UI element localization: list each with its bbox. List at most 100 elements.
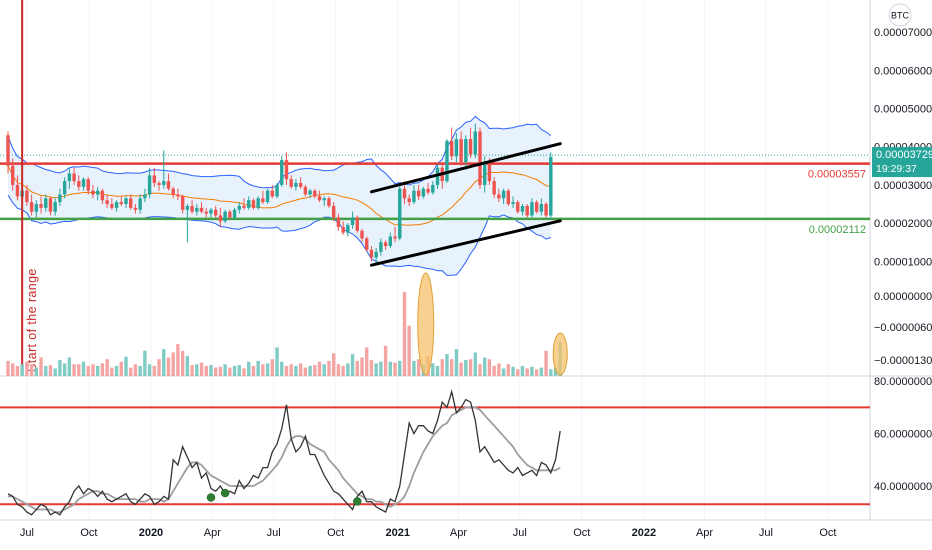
rsi-axis-tick: 40.00000000 — [874, 481, 932, 493]
volume-highlight-ellipse[interactable] — [552, 332, 568, 376]
volume-bar — [327, 360, 331, 376]
candle — [190, 200, 194, 214]
candle-body — [138, 198, 142, 210]
candle — [204, 207, 208, 218]
volume-bar — [171, 352, 175, 376]
candle — [232, 207, 237, 220]
candle — [39, 196, 43, 214]
candle — [171, 186, 175, 199]
candle-body — [284, 160, 289, 180]
candle — [147, 167, 152, 199]
price-axis-tick: 0.00007000 — [874, 27, 932, 39]
candle-body — [223, 211, 227, 222]
candle — [124, 196, 128, 208]
volume-bar — [322, 364, 326, 376]
volume-bar — [119, 361, 123, 376]
trend-channel-upper-line[interactable] — [369, 142, 562, 194]
candle-body — [416, 190, 421, 197]
bollinger-lower-band — [7, 194, 551, 276]
rsi-axis-tick: 80.00000000 — [874, 376, 932, 388]
candle — [58, 188, 62, 206]
volume-bar — [228, 367, 232, 376]
candle-body — [81, 179, 86, 187]
candle-body — [166, 181, 171, 189]
volume-highlight-ellipse[interactable] — [417, 272, 435, 376]
volume-bar — [15, 365, 20, 376]
trend-channel-lower-line[interactable] — [369, 219, 562, 267]
volume-bar — [487, 359, 492, 376]
candle-body — [454, 139, 459, 157]
candle-body — [95, 190, 100, 195]
volume-bar — [81, 361, 86, 376]
candle — [195, 204, 199, 216]
volume-bar — [62, 363, 67, 376]
candle-body — [29, 202, 34, 212]
candle — [327, 196, 331, 208]
volume-bar — [223, 364, 227, 376]
volume-bar — [91, 364, 95, 376]
price-axis-tick: 0.00001000 — [874, 256, 932, 268]
volume-bar — [162, 349, 166, 376]
candle-body — [520, 205, 525, 212]
candle-body — [147, 175, 152, 195]
candle-body — [506, 190, 511, 205]
candle — [525, 204, 529, 218]
candle-body — [483, 163, 487, 185]
volume-bar — [58, 360, 62, 376]
volume-bar — [133, 364, 138, 376]
candle — [284, 152, 289, 185]
candle-body — [289, 179, 293, 187]
candle-body — [341, 226, 345, 233]
volume-bar — [516, 369, 520, 376]
candle-body — [388, 236, 393, 247]
candle-body — [247, 200, 251, 208]
volume-bar — [492, 365, 496, 376]
volume-bar — [176, 344, 180, 376]
volume-bar — [412, 360, 416, 376]
volume-bar — [506, 364, 511, 376]
candle — [317, 190, 322, 203]
candle — [62, 177, 67, 199]
candle — [280, 156, 284, 187]
candle-body — [110, 204, 114, 208]
candle — [265, 188, 270, 205]
candle-body — [204, 211, 208, 214]
bar-countdown-label: 19:29:37 — [876, 163, 917, 175]
volume-bar — [459, 362, 463, 376]
volume-bar — [501, 368, 506, 376]
time-axis-label: Jul — [513, 527, 527, 539]
candle-body — [232, 209, 237, 218]
candle-body — [487, 163, 492, 182]
candle-body — [525, 205, 529, 216]
candle-body — [119, 202, 123, 205]
candle-body — [58, 194, 62, 203]
bollinger-band-fill — [8, 116, 551, 276]
candle-body — [365, 238, 369, 250]
candle — [511, 196, 515, 208]
candle — [251, 198, 256, 210]
volume-bar — [539, 367, 544, 376]
volume-bar — [105, 359, 109, 376]
candle-body — [67, 173, 72, 182]
candle — [355, 215, 359, 233]
volume-bar — [95, 365, 100, 376]
candle-body — [549, 157, 553, 216]
candle — [539, 198, 544, 216]
candle — [492, 177, 496, 199]
candle — [218, 207, 223, 227]
volume-bar — [478, 364, 482, 376]
candle — [313, 188, 317, 199]
candle-body — [501, 190, 506, 199]
volume-bar — [331, 353, 336, 376]
candle-body — [516, 202, 520, 212]
candle-body — [228, 211, 232, 218]
candle-body — [360, 230, 364, 239]
candle-body — [478, 131, 482, 185]
volume-bar — [204, 365, 208, 376]
volume-bar — [11, 363, 15, 376]
candle-body — [256, 198, 260, 208]
volume-bar — [195, 364, 199, 376]
candle-body — [114, 202, 119, 208]
